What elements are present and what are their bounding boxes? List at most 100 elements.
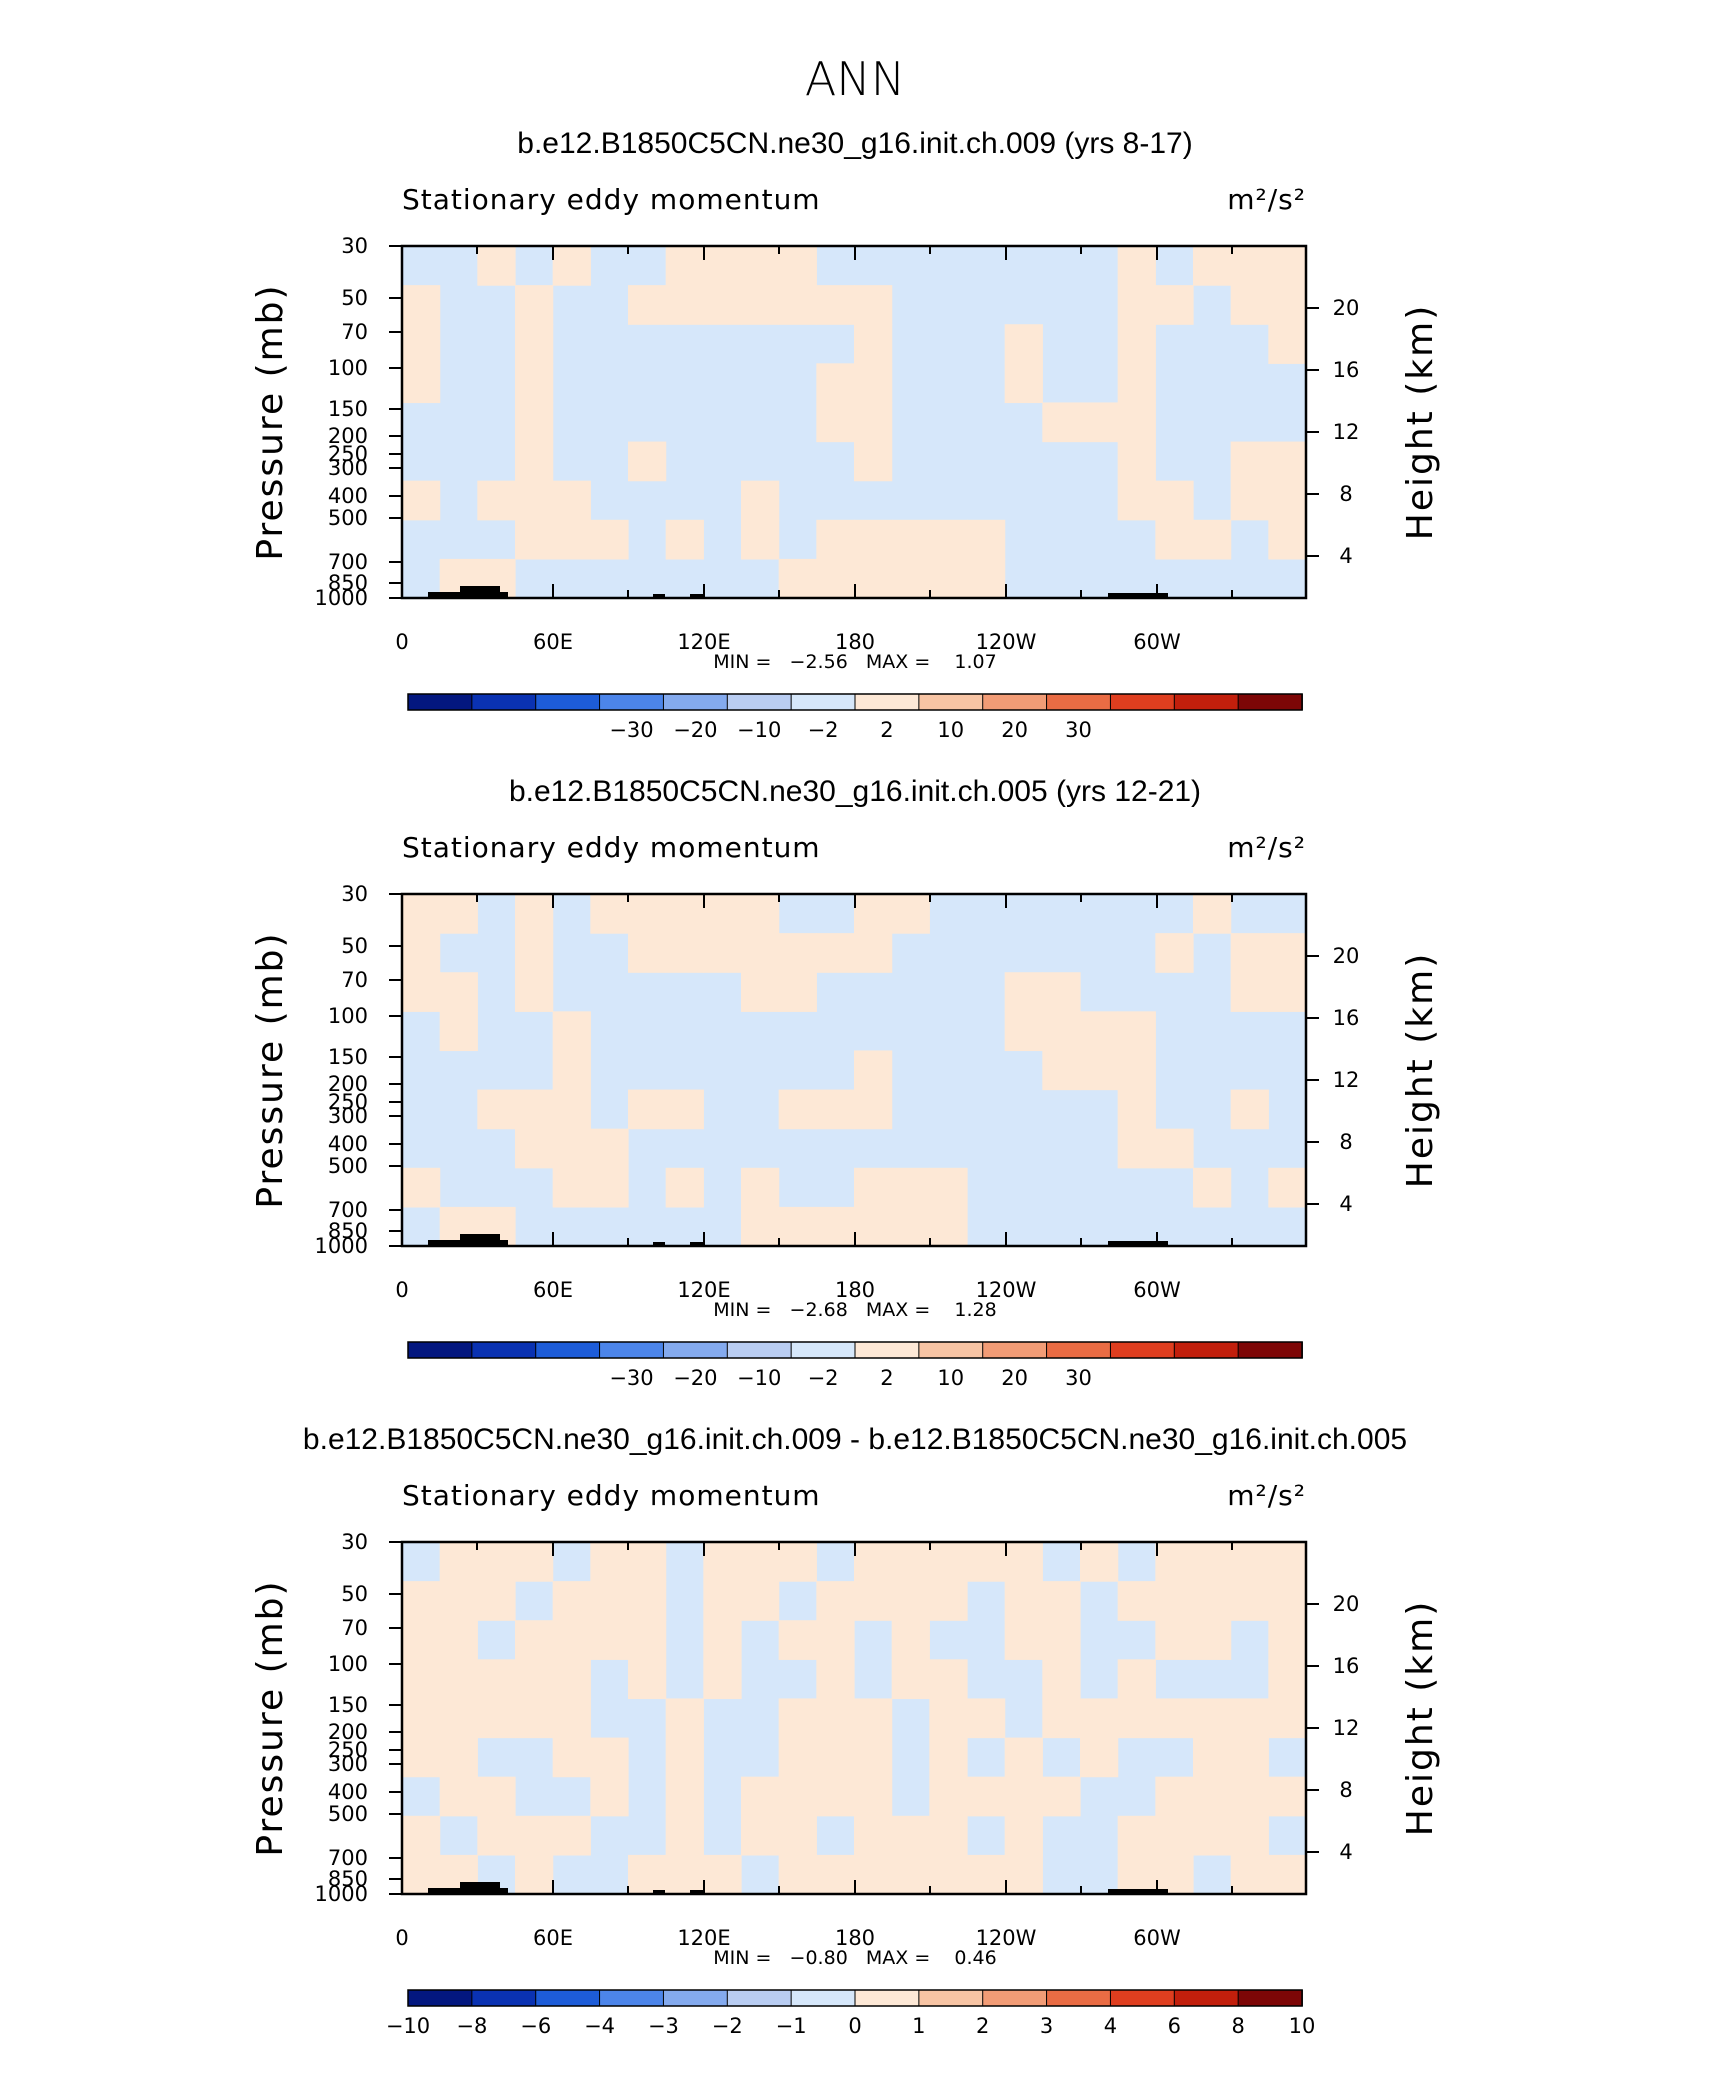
colorbar-box [407,1989,473,2007]
x-tick-label: 120E [677,1926,730,1950]
colorbar-label: 0 [848,2014,861,2038]
x-tick-label: 120W [976,1278,1037,1302]
x-tick-label: 60W [1133,630,1181,654]
field-cell [929,1167,968,1208]
y-axis-height: 20 16 12 8 4 Height (km) [1306,1592,1441,1864]
field-cell [1155,1698,1194,1739]
y-tick-label: 300 [328,456,368,480]
field-cell [402,1815,441,1856]
field-cell [552,1815,591,1856]
colorbar-label: 2 [976,2014,989,2038]
y-right-tick-label: 8 [1339,1778,1352,1802]
colorbar-box [1173,1989,1240,2007]
field-cell [1230,1737,1269,1778]
colorbar-box [726,693,793,711]
colorbar-box [599,1989,665,2007]
colorbar-label: −30 [609,718,653,742]
field-cell [741,1206,780,1247]
terrain-block [1108,1241,1168,1246]
field-cell [967,558,1006,599]
y-right-tick-label: 4 [1339,544,1352,568]
field-cell [1155,1128,1194,1169]
field-cell [1117,441,1156,482]
field-cell [1117,1050,1156,1091]
field-cell [1268,324,1307,364]
colorbar-label: 10 [1289,2014,1316,2038]
contour-field [402,246,1307,599]
field-cell [1042,402,1081,443]
colorbar-label: 2 [880,718,893,742]
colorbar-box [854,693,920,711]
field-cell [741,1167,780,1208]
field-cell [703,246,742,286]
colorbar-box [918,1341,984,1359]
field-cell [515,480,554,521]
field-cell [854,402,893,443]
panels: b.e12.B1850C5CN.ne30_g16.init.ch.009 (yr… [250,127,1441,2038]
y-tick-label: 50 [341,1582,368,1606]
field-cell [515,324,554,364]
field-cell [552,480,591,521]
x-tick-label: 60W [1133,1278,1181,1302]
y-tick-label: 1000 [315,586,368,610]
field-cell [515,894,554,934]
field-cell [816,285,855,325]
field-cell [703,1659,742,1700]
field-cell [402,1659,441,1700]
colorbar-frame [407,1341,1303,1359]
colorbar-box [982,693,1048,711]
colorbar-label: 30 [1065,718,1092,742]
field-cell [703,933,742,973]
colorbar-box [726,1989,793,2007]
terrain-block [470,1235,498,1246]
field-cell [1117,1089,1156,1130]
field-cell [929,1854,968,1895]
field-cell [1230,933,1269,973]
field-cell [439,1776,478,1817]
field-cell [515,1089,554,1130]
field-cell [439,1659,478,1700]
field-cell [816,363,855,404]
field-cell [1268,1167,1307,1208]
x-tick-label: 180 [835,630,875,654]
colorbar: −30 −20 −10 −2 2 10 20 30 [407,693,1303,742]
field-cell [816,1698,855,1739]
field-cell [929,1815,968,1856]
colorbar-box [662,1989,729,2007]
y-tick-label: 150 [328,397,368,421]
x-axis: 0 60E 120E 180 120W 60W [395,894,1233,1302]
field-cell [590,1167,629,1208]
colorbar-box [1109,693,1176,711]
terrain-block [690,1242,704,1246]
field-cell [590,1542,629,1582]
field-cell [1004,1620,1043,1660]
y-tick-label: 500 [328,1802,368,1826]
field-cell [552,1581,591,1621]
field-cell [1268,519,1307,560]
field-cell [741,246,780,286]
field-cell [854,1050,893,1091]
field-cell [929,1698,968,1739]
field-cell [854,519,893,560]
y-tick-label: 1000 [315,1234,368,1258]
field-cell [891,519,930,560]
field-cell [891,1167,930,1208]
field-cell [741,1542,780,1582]
field-cell [1230,1854,1269,1895]
y-tick-label: 150 [328,1045,368,1069]
field-cell [1268,1581,1307,1621]
field-cell [967,1776,1006,1817]
colorbar-box [1046,1989,1112,2007]
field-cell [891,1854,930,1895]
field-cell [1080,1698,1119,1739]
colorbar-box [790,1341,856,1359]
field-cell [439,1698,478,1739]
field-cell [1117,1128,1156,1169]
field-cell [552,1050,591,1091]
x-tick-label: 120E [677,1278,730,1302]
field-cell [854,1737,893,1778]
colorbar-label: −10 [737,1366,781,1390]
y-axis-label: Pressure (mb) [250,931,291,1208]
colorbar-box [1109,1341,1176,1359]
